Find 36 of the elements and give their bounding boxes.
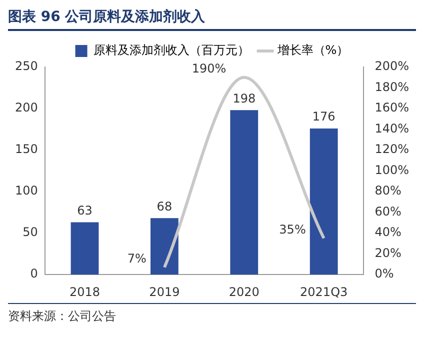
y2-tick-label: 140% (374, 121, 410, 136)
data-label: 198 (232, 91, 256, 106)
bar (70, 222, 99, 275)
y-tick-label: 200 (15, 100, 38, 115)
data-label: 7% (127, 251, 146, 266)
data-label: 190% (192, 62, 226, 76)
y2-tick-label: 40% (374, 225, 402, 240)
chart-title: 图表 96 公司原料及添加剂收入 (8, 8, 416, 31)
y2-tick-label: 180% (374, 80, 410, 94)
legend-label: 原料及添加剂收入（百万元） (93, 43, 250, 58)
y2-tick-label: 160% (374, 100, 410, 115)
x-tick-label: 2019 (149, 284, 180, 299)
text: 资料来源：公司公告 (8, 303, 416, 325)
data-label: 63 (77, 203, 92, 218)
y2-tick-label: 60% (374, 204, 402, 218)
y2-tick-label: 80% (374, 184, 402, 198)
y2-tick-label: 120% (374, 142, 410, 156)
bar (230, 110, 258, 275)
x-tick-label: 2021Q3 (300, 284, 348, 299)
y2-tick-label: 20% (374, 246, 402, 260)
x-tick-label: 2020 (228, 284, 260, 299)
y-tick-label: 250 (15, 59, 38, 74)
y2-tick-label: 100% (374, 162, 410, 177)
bar (310, 128, 338, 275)
y-tick-label: 150 (15, 142, 38, 156)
data-label: 35% (279, 222, 306, 236)
y-tick-label: 100 (15, 184, 38, 198)
data-label: 176 (312, 110, 336, 124)
bar (150, 218, 178, 275)
x-tick-label: 2018 (69, 284, 100, 299)
y2-tick-label: 200% (374, 59, 410, 74)
y-tick-label: 0 (30, 266, 38, 281)
legend-label: 增长率（%） (276, 43, 349, 58)
y2-tick-label: 0% (374, 266, 394, 281)
data-label: 68 (156, 199, 172, 214)
y-tick-label: 50 (22, 225, 38, 240)
